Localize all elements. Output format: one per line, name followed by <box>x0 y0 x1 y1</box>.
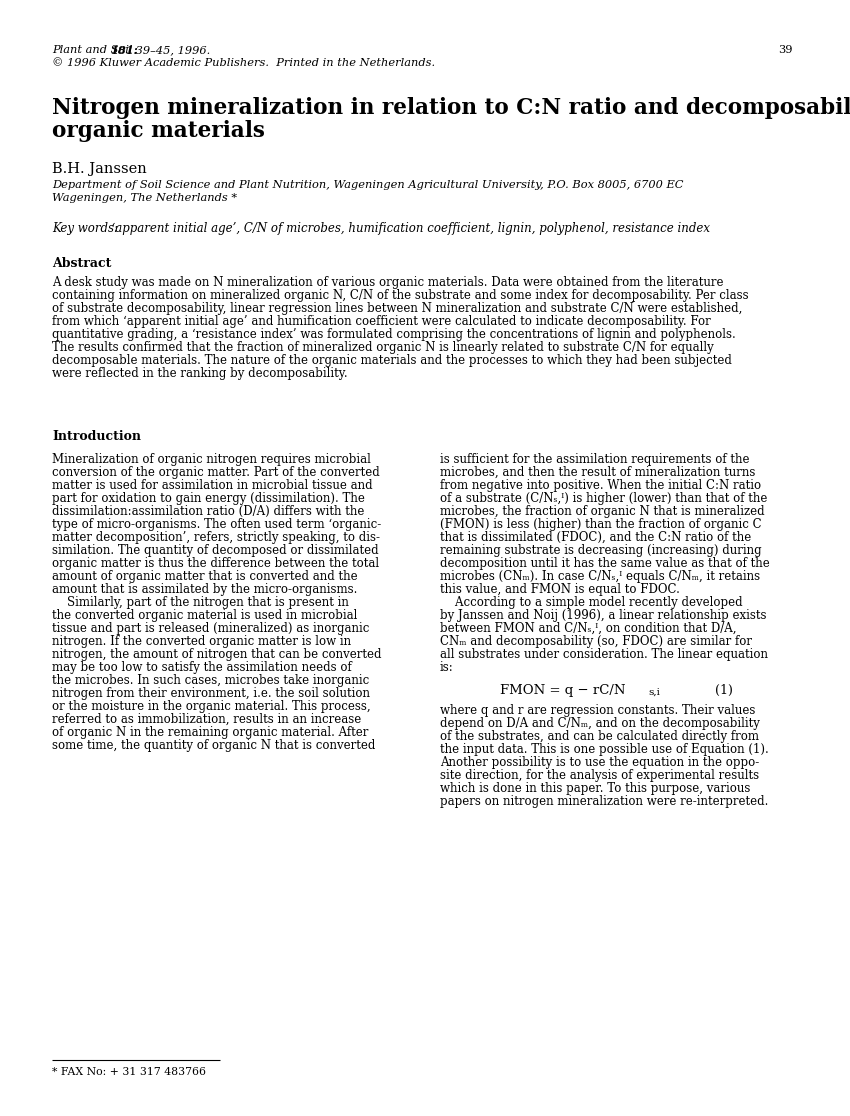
Text: Introduction: Introduction <box>52 430 141 443</box>
Text: the input data. This is one possible use of Equation (1).: the input data. This is one possible use… <box>440 743 768 756</box>
Text: Abstract: Abstract <box>52 257 111 270</box>
Text: papers on nitrogen mineralization were re-interpreted.: papers on nitrogen mineralization were r… <box>440 795 768 808</box>
Text: matter decomposition’, refers, strictly speaking, to dis-: matter decomposition’, refers, strictly … <box>52 531 380 543</box>
Text: nitrogen. If the converted organic matter is low in: nitrogen. If the converted organic matte… <box>52 635 351 648</box>
Text: were reflected in the ranking by decomposability.: were reflected in the ranking by decompo… <box>52 367 348 381</box>
Text: FMON = q − rC/N: FMON = q − rC/N <box>500 684 626 698</box>
Text: Another possibility is to use the equation in the oppo-: Another possibility is to use the equati… <box>440 756 759 769</box>
Text: microbes, the fraction of organic N that is mineralized: microbes, the fraction of organic N that… <box>440 506 765 518</box>
Text: (FMON) is less (higher) than the fraction of organic C: (FMON) is less (higher) than the fractio… <box>440 518 762 531</box>
Text: conversion of the organic matter. Part of the converted: conversion of the organic matter. Part o… <box>52 466 380 479</box>
Text: containing information on mineralized organic N, C/N of the substrate and some i: containing information on mineralized or… <box>52 289 749 302</box>
Text: type of micro-organisms. The often used term ‘organic-: type of micro-organisms. The often used … <box>52 518 382 531</box>
Text: 39–45, 1996.: 39–45, 1996. <box>132 45 210 55</box>
Text: depend on D/A and C/Nₘ, and on the decomposability: depend on D/A and C/Nₘ, and on the decom… <box>440 716 760 730</box>
Text: A desk study was made on N mineralization of various organic materials. Data wer: A desk study was made on N mineralizatio… <box>52 276 723 289</box>
Text: Department of Soil Science and Plant Nutrition, Wageningen Agricultural Universi: Department of Soil Science and Plant Nut… <box>52 180 683 190</box>
Text: site direction, for the analysis of experimental results: site direction, for the analysis of expe… <box>440 769 759 782</box>
Text: Nitrogen mineralization in relation to C:N ratio and decomposability of: Nitrogen mineralization in relation to C… <box>52 97 850 119</box>
Text: nitrogen, the amount of nitrogen that can be converted: nitrogen, the amount of nitrogen that ca… <box>52 648 382 661</box>
Text: ‘apparent initial age’, C/N of microbes, humification coefficient, lignin, polyp: ‘apparent initial age’, C/N of microbes,… <box>104 222 710 235</box>
Text: remaining substrate is decreasing (increasing) during: remaining substrate is decreasing (incre… <box>440 543 762 557</box>
Text: of substrate decomposability, linear regression lines between N mineralization a: of substrate decomposability, linear reg… <box>52 302 742 315</box>
Text: quantitative grading, a ‘resistance index’ was formulated comprising the concent: quantitative grading, a ‘resistance inde… <box>52 328 736 341</box>
Text: nitrogen from their environment, i.e. the soil solution: nitrogen from their environment, i.e. th… <box>52 687 370 700</box>
Text: part for oxidation to gain energy (dissimilation). The: part for oxidation to gain energy (dissi… <box>52 492 365 506</box>
Text: where q and r are regression constants. Their values: where q and r are regression constants. … <box>440 704 756 716</box>
Text: organic matter is thus the difference between the total: organic matter is thus the difference be… <box>52 557 379 570</box>
Text: the microbes. In such cases, microbes take inorganic: the microbes. In such cases, microbes ta… <box>52 674 369 687</box>
Text: decomposition until it has the same value as that of the: decomposition until it has the same valu… <box>440 557 770 570</box>
Text: (1): (1) <box>715 684 733 698</box>
Text: of the substrates, and can be calculated directly from: of the substrates, and can be calculated… <box>440 730 759 743</box>
Text: CNₘ and decomposability (so, FDOC) are similar for: CNₘ and decomposability (so, FDOC) are s… <box>440 635 752 648</box>
Text: organic materials: organic materials <box>52 121 265 142</box>
Text: some time, the quantity of organic N that is converted: some time, the quantity of organic N tha… <box>52 739 376 752</box>
Text: from which ‘apparent initial age’ and humification coefficient were calculated t: from which ‘apparent initial age’ and hu… <box>52 315 711 328</box>
Text: may be too low to satisfy the assimilation needs of: may be too low to satisfy the assimilati… <box>52 661 352 674</box>
Text: between FMON and C/Nₛ,ᴵ, on condition that D/A,: between FMON and C/Nₛ,ᴵ, on condition th… <box>440 622 736 635</box>
Text: is:: is: <box>440 661 454 674</box>
Text: the converted organic material is used in microbial: the converted organic material is used i… <box>52 609 357 622</box>
Text: referred to as immobilization, results in an increase: referred to as immobilization, results i… <box>52 713 361 727</box>
Text: that is dissimilated (FDOC), and the C:N ratio of the: that is dissimilated (FDOC), and the C:N… <box>440 531 751 543</box>
Text: similation. The quantity of decomposed or dissimilated: similation. The quantity of decomposed o… <box>52 543 378 557</box>
Text: matter is used for assimilation in microbial tissue and: matter is used for assimilation in micro… <box>52 479 372 492</box>
Text: Key words:: Key words: <box>52 222 118 235</box>
Text: s,i: s,i <box>648 687 660 698</box>
Text: tissue and part is released (mineralized) as inorganic: tissue and part is released (mineralized… <box>52 622 370 635</box>
Text: Mineralization of organic nitrogen requires microbial: Mineralization of organic nitrogen requi… <box>52 453 371 466</box>
Text: B.H. Janssen: B.H. Janssen <box>52 162 147 176</box>
Text: * FAX No: + 31 317 483766: * FAX No: + 31 317 483766 <box>52 1067 206 1077</box>
Text: © 1996 Kluwer Academic Publishers.  Printed in the Netherlands.: © 1996 Kluwer Academic Publishers. Print… <box>52 58 435 68</box>
Text: amount of organic matter that is converted and the: amount of organic matter that is convert… <box>52 570 358 583</box>
Text: or the moisture in the organic material. This process,: or the moisture in the organic material.… <box>52 700 371 713</box>
Text: 39: 39 <box>779 45 793 55</box>
Text: microbes (CNₘ). In case C/Nₛ,ᴵ equals C/Nₘ, it retains: microbes (CNₘ). In case C/Nₛ,ᴵ equals C/… <box>440 570 760 583</box>
Text: is sufficient for the assimilation requirements of the: is sufficient for the assimilation requi… <box>440 453 750 466</box>
Text: by Janssen and Noij (1996), a linear relationship exists: by Janssen and Noij (1996), a linear rel… <box>440 609 767 622</box>
Text: amount that is assimilated by the micro-organisms.: amount that is assimilated by the micro-… <box>52 583 357 596</box>
Text: all substrates under consideration. The linear equation: all substrates under consideration. The … <box>440 648 768 661</box>
Text: from negative into positive. When the initial C:N ratio: from negative into positive. When the in… <box>440 479 761 492</box>
Text: Similarly, part of the nitrogen that is present in: Similarly, part of the nitrogen that is … <box>52 596 348 609</box>
Text: this value, and FMON is equal to FDOC.: this value, and FMON is equal to FDOC. <box>440 583 680 596</box>
Text: Wageningen, The Netherlands *: Wageningen, The Netherlands * <box>52 193 237 203</box>
Text: Plant and Soil: Plant and Soil <box>52 45 139 55</box>
Text: microbes, and then the result of mineralization turns: microbes, and then the result of mineral… <box>440 466 756 479</box>
Text: of organic N in the remaining organic material. After: of organic N in the remaining organic ma… <box>52 727 368 739</box>
Text: dissimilation:assimilation ratio (D/A) differs with the: dissimilation:assimilation ratio (D/A) d… <box>52 506 365 518</box>
Text: decomposable materials. The nature of the organic materials and the processes to: decomposable materials. The nature of th… <box>52 354 732 367</box>
Text: The results confirmed that the fraction of mineralized organic N is linearly rel: The results confirmed that the fraction … <box>52 341 714 354</box>
Text: which is done in this paper. To this purpose, various: which is done in this paper. To this pur… <box>440 782 751 795</box>
Text: of a substrate (C/Nₛ,ᴵ) is higher (lower) than that of the: of a substrate (C/Nₛ,ᴵ) is higher (lower… <box>440 492 768 506</box>
Text: 181:: 181: <box>110 45 138 56</box>
Text: According to a simple model recently developed: According to a simple model recently dev… <box>440 596 743 609</box>
